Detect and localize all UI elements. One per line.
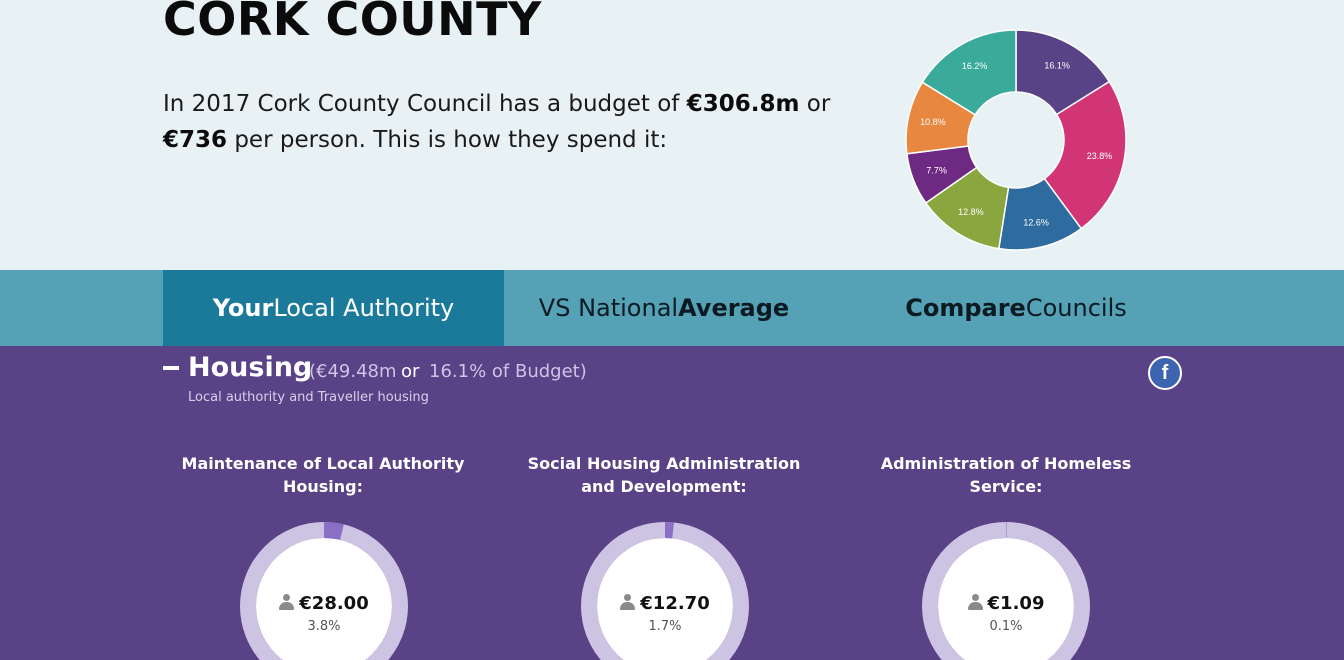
value-text: €28.00 [299,593,369,614]
budget-donut-svg: 16.1% 23.8% 12.6% 12.8% 7.7% 10.8% 16.2% [905,29,1127,251]
category-or: or [401,361,420,382]
category-amount: (€49.48m [309,361,397,382]
category-percent: 16.1% of Budget) [429,361,587,382]
intro-or: or [799,91,831,117]
page-title: CORK COUNTY [163,0,542,46]
per-person-value: €28.00 [240,593,408,614]
value-text: €1.09 [987,593,1045,614]
percent-value: 1.7% [648,619,682,634]
gauge-ring [581,522,749,660]
percent-value: 0.1% [989,619,1023,634]
gauge-center [938,538,1074,660]
person-icon [620,594,636,610]
facebook-share-label: f [1161,361,1169,384]
gauge-fill [665,522,674,539]
tab-compare-rest: Councils [1025,294,1127,322]
percent-value: 3.8% [307,619,341,634]
donut-slice-label: 12.8% [958,207,984,217]
tab-vs-national-average[interactable]: VS National Average [504,270,824,346]
subcategory-maintenance: Maintenance of Local Authority Housing: … [178,452,468,660]
tab-vs-pre: VS National [538,294,679,322]
subcategory-gauge: €12.70 1.7% [581,522,749,660]
category-name: Housing [188,352,313,383]
subcategory-homeless: Administration of Homeless Service: €1.0… [861,452,1151,660]
budget-donut-chart: 16.1% 23.8% 12.6% 12.8% 7.7% 10.8% 16.2% [900,24,1132,256]
tab-compare-councils[interactable]: Compare Councils [855,270,1177,346]
donut-slice[interactable] [921,29,1017,116]
gauge-fill [324,522,344,540]
gauge-center [597,538,733,660]
per-person-budget: €736 [163,127,228,153]
subcategory-title: Social Housing Administration and Develo… [527,454,801,496]
tab-your-bold: Your [212,294,274,322]
tab-your-local-authority[interactable]: Your Local Authority [163,270,504,346]
gauge-ring [922,522,1090,660]
intro-text-start: In 2017 Cork County Council has a budget… [163,91,687,117]
tab-vs-bold: Average [678,294,790,322]
subcategory-gauge: €1.09 0.1% [922,522,1090,660]
budget-intro: In 2017 Cork County Council has a budget… [163,86,843,158]
per-person-value: €12.70 [581,593,749,614]
intro-text-end: per person. This is how they spend it: [227,127,668,153]
tab-bar: Your Local Authority VS National Average… [0,270,1344,346]
category-description: Local authority and Traveller housing [188,390,429,405]
value-text: €12.70 [640,593,710,614]
per-person-value: €1.09 [922,593,1090,614]
donut-slice-label: 16.2% [962,61,988,71]
minus-icon[interactable] [163,366,179,370]
housing-panel: Housing (€49.48m or 16.1% of Budget) Loc… [0,346,1344,660]
subcategory-title: Administration of Homeless Service: [880,454,1132,496]
person-icon [279,594,295,610]
tab-compare-bold: Compare [905,294,1026,322]
gauge-center [256,538,392,660]
subcategory-title: Maintenance of Local Authority Housing: [181,454,465,496]
person-icon [967,594,983,610]
donut-slice-label: 10.8% [920,117,946,127]
gauge-ring [240,522,408,660]
donut-slice-label: 23.8% [1087,151,1113,161]
hero-section: CORK COUNTY In 2017 Cork County Council … [0,0,1344,270]
donut-slice-label: 16.1% [1044,61,1070,71]
gauge-fill [1006,522,1007,539]
subcategory-social-housing: Social Housing Administration and Develo… [519,452,809,660]
subcategory-gauge: €28.00 3.8% [240,522,408,660]
donut-slice[interactable] [1043,80,1127,230]
total-budget: €306.8m [686,91,800,117]
donut-slice-label: 7.7% [926,166,947,176]
donut-slice-label: 12.6% [1023,218,1049,228]
tab-your-rest: Local Authority [273,294,455,322]
facebook-icon[interactable]: f [1148,356,1182,390]
